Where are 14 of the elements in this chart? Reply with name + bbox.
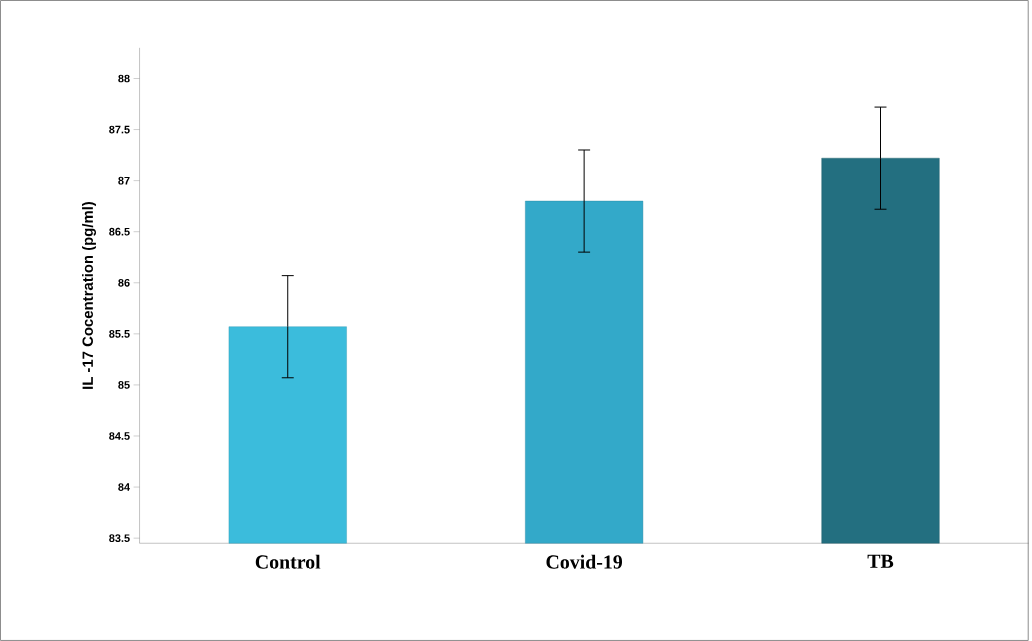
- y-tick-label: 85.5: [109, 330, 130, 338]
- y-tick-label: 88: [118, 74, 130, 83]
- y-tick-label: 86.5: [109, 227, 130, 236]
- y-tick-label: 87: [118, 176, 130, 185]
- y-axis-title: IL -17 Cocentration (pg/ml): [82, 201, 97, 389]
- x-tick-label: TB: [867, 554, 894, 568]
- y-tick-label: 83.5: [109, 534, 130, 543]
- y-tick-label: 87.5: [109, 125, 130, 134]
- y-tick-label: 86: [118, 278, 130, 287]
- x-tick-label: Covid-19: [546, 554, 623, 569]
- y-tick-label: 84: [118, 483, 130, 491]
- x-tick-label: Control: [255, 554, 321, 569]
- y-tick-label: 84.5: [109, 432, 130, 440]
- y-tick-label: 85: [118, 381, 130, 389]
